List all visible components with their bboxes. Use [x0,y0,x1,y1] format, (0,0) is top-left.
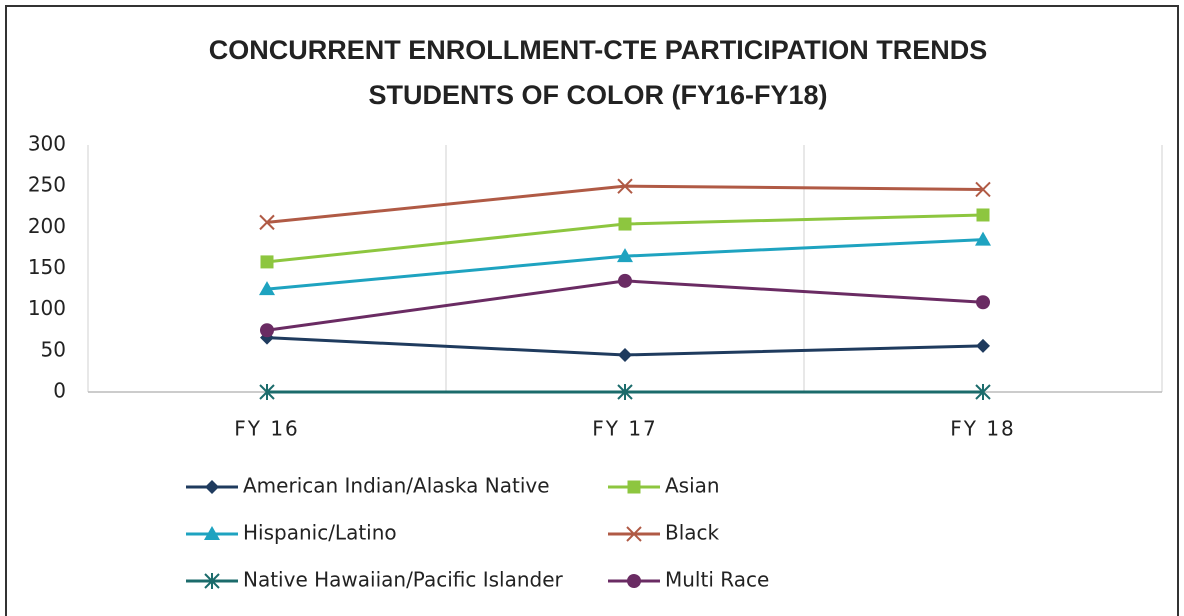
legend-label: Hispanic/Latino [243,521,397,545]
point [260,255,274,269]
legend-label: Native Hawaiian/Pacific Islander [243,568,564,592]
legend-label: Asian [665,474,720,498]
chart-title: CONCURRENT ENROLLMENT-CTE PARTICIPATION … [209,35,987,65]
chart-frame [5,5,1179,616]
point [259,214,275,231]
point [259,281,275,296]
y-tick-label: 250 [28,173,66,197]
legend-marker [626,526,642,542]
point [975,231,991,246]
point [976,295,990,310]
legend-label: Black [665,521,720,545]
chart-title: STUDENTS OF COLOR (FY16-FY18) [368,80,827,110]
point [976,208,990,222]
legend-marker [627,574,641,588]
point [260,323,274,338]
legend-marker [627,480,641,494]
legend-marker [204,573,220,589]
y-tick-label: 150 [28,255,66,279]
y-tick-label: 50 [41,337,66,361]
x-tick-label: FY 17 [592,417,658,441]
legend-label: American Indian/Alaska Native [243,474,550,498]
y-tick-label: 300 [28,132,66,156]
point [617,178,633,194]
point [975,384,991,400]
point [617,248,633,263]
point [259,384,275,400]
point [618,273,632,288]
legend-marker [204,526,220,540]
y-tick-label: 200 [28,214,66,238]
y-tick-label: 0 [53,379,66,403]
point [618,347,632,362]
point [976,338,990,353]
legend-marker [205,480,219,494]
point [617,384,633,400]
x-tick-label: FY 18 [950,417,1016,441]
line [266,279,984,332]
legend-label: Multi Race [665,568,769,592]
point [975,181,991,198]
point [618,217,632,231]
x-tick-label: FY 16 [234,417,300,441]
y-tick-label: 100 [28,296,66,320]
